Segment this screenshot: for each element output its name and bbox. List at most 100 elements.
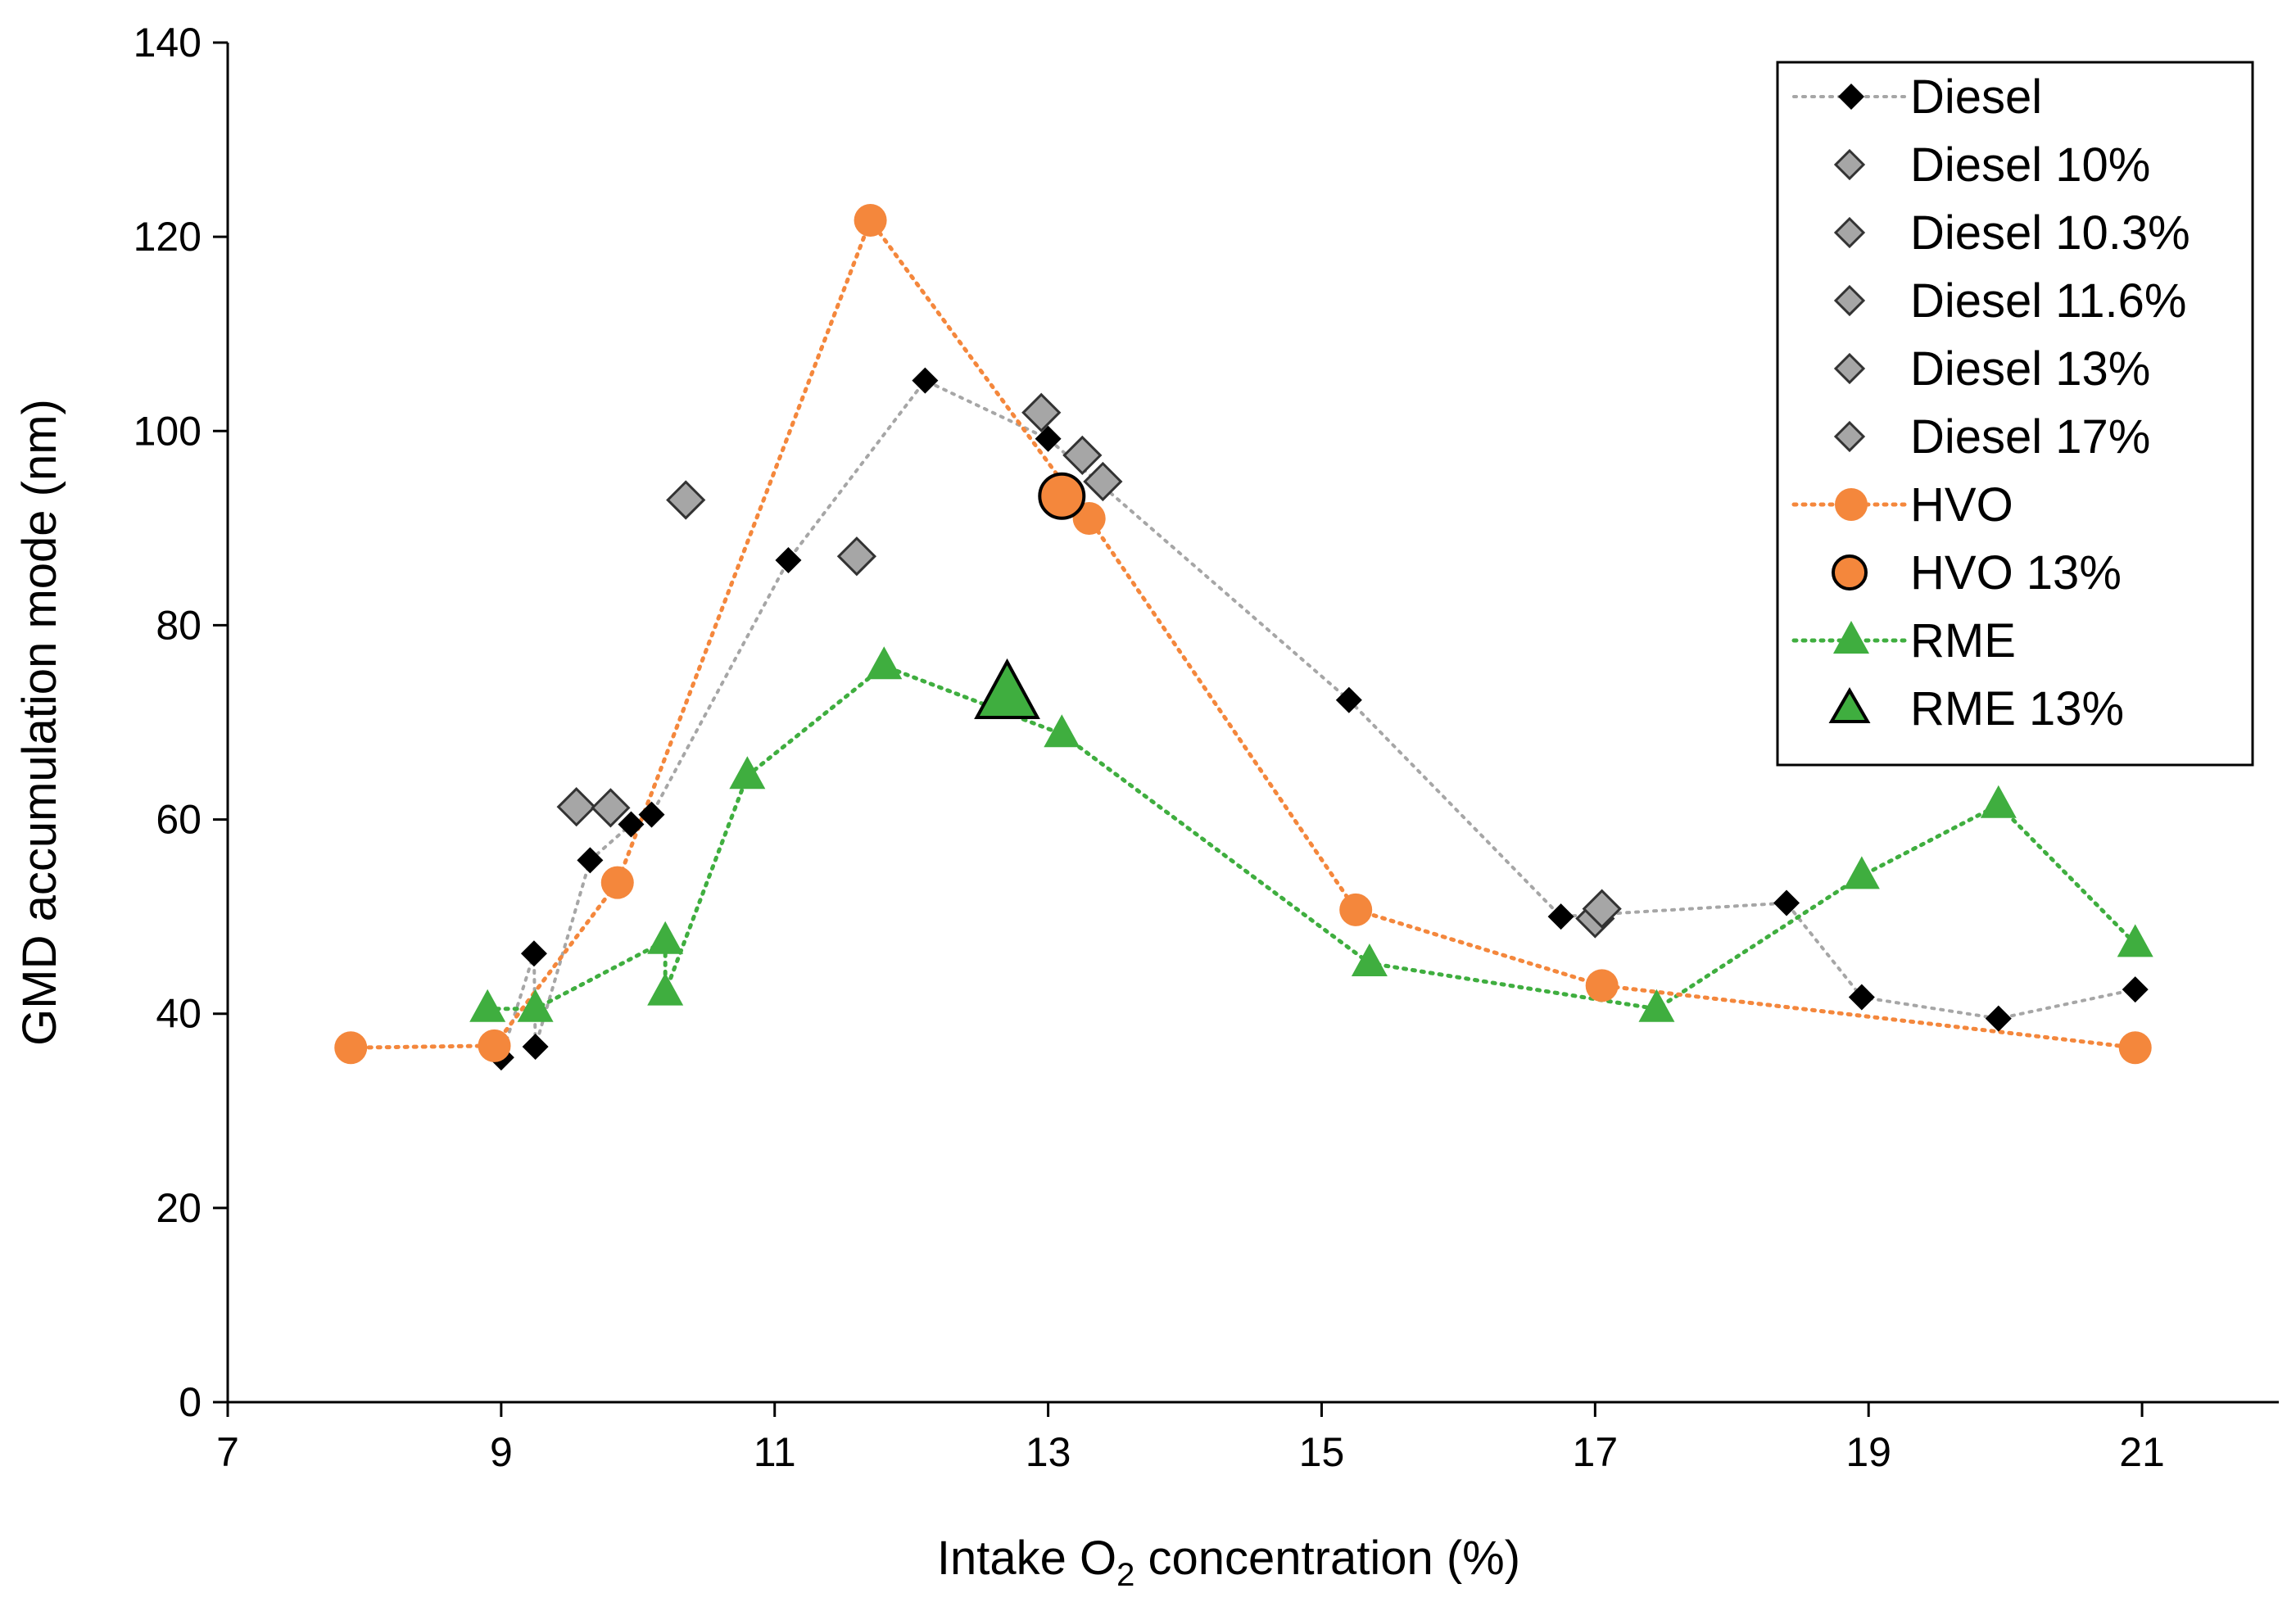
data-point-hvo (600, 866, 634, 899)
y-tick-label: 40 (156, 991, 202, 1037)
x-tick-label: 7 (216, 1429, 239, 1475)
data-point-diesel-11-6pct (836, 536, 877, 577)
y-tick-label: 100 (134, 408, 202, 454)
legend-marker (1828, 687, 1871, 723)
y-tick-label: 80 (156, 602, 202, 648)
legend-marker (1833, 420, 1866, 453)
legend-label: HVO 13% (1910, 546, 2122, 600)
legend-entry-diesel-10-3pct: Diesel 10.3% (1833, 206, 2190, 260)
y-tick-label: 60 (156, 797, 202, 843)
data-point-diesel-13pct (1062, 435, 1103, 476)
data-point-rme (647, 972, 684, 1006)
data-point-diesel-10pct (591, 788, 631, 828)
series-layer (334, 203, 2153, 1071)
legend-entry-diesel-13pct: Diesel 13% (1833, 342, 2150, 396)
legend-marker (1835, 488, 1868, 521)
legend-label: Diesel 17% (1910, 410, 2150, 464)
x-axis-title-prefix: Intake O (937, 1532, 1116, 1585)
data-point-diesel (520, 940, 547, 967)
data-point-diesel (1335, 686, 1362, 713)
series-hvo-13pct (1038, 472, 1086, 520)
data-point-diesel (1848, 984, 1875, 1011)
data-point-diesel (775, 546, 802, 573)
legend-entry-diesel: Diesel (1792, 70, 2042, 124)
y-tick-label: 0 (179, 1379, 202, 1425)
legend-label: Diesel (1910, 70, 2042, 124)
data-point-diesel (2122, 976, 2149, 1003)
legend-entry-rme-13pct: RME 13% (1828, 682, 2124, 735)
legend-label: Diesel 13% (1910, 342, 2150, 396)
x-axis-title-subscript: 2 (1116, 1557, 1134, 1593)
legend-entries: Diesel Diesel 10% Diesel 10.3% Diesel 11.6%… (1791, 70, 2190, 735)
legend-marker (1833, 216, 1866, 249)
data-point-diesel (638, 801, 665, 828)
data-point-hvo (1585, 969, 1619, 1002)
data-point-rme (1980, 785, 2017, 818)
data-point-diesel (1035, 425, 1062, 452)
data-point-hvo (854, 203, 887, 237)
ticks-layer: 0 20 40 60 80 100 120 140 7 9 11 13 15 17 19 21 (134, 20, 2165, 1475)
legend-marker (1833, 148, 1866, 181)
data-point-hvo (2118, 1031, 2152, 1065)
data-point-hvo (334, 1031, 368, 1065)
data-point-rme (729, 756, 766, 790)
legend-label: Diesel 10% (1910, 138, 2150, 192)
x-tick-label: 21 (2119, 1429, 2165, 1475)
data-point-diesel (618, 811, 645, 838)
data-point-hvo (478, 1029, 511, 1062)
y-tick-label: 140 (134, 20, 202, 66)
data-point-rme (517, 989, 554, 1022)
legend: Diesel Diesel 10% Diesel 10.3% Diesel 11.6%… (1776, 61, 2254, 767)
legend-entry-diesel-11-6pct: Diesel 11.6% (1833, 274, 2186, 328)
data-point-rme (1843, 856, 1880, 889)
x-tick-label: 11 (754, 1429, 796, 1475)
series-line-rme (485, 663, 2138, 1011)
series-diesel-10pct (556, 787, 631, 828)
data-point-rme (1351, 944, 1388, 977)
x-tick-label: 15 (1299, 1429, 1345, 1475)
y-tick-label: 20 (156, 1185, 202, 1231)
series-rme-13pct (974, 658, 1040, 719)
x-axis-title-suffix: concentration (%) (1134, 1532, 1520, 1585)
legend-entry-rme: RME (1791, 614, 2016, 668)
y-tick-label: 120 (134, 214, 202, 260)
legend-marker (1832, 554, 1868, 591)
series-diesel-17pct (1575, 889, 1622, 939)
legend-entry-diesel-17pct: Diesel 17% (1833, 410, 2150, 464)
series-rme (469, 646, 2153, 1022)
data-point-diesel-13pct (1083, 461, 1123, 502)
legend-marker (1833, 621, 1869, 654)
data-point-diesel (912, 367, 939, 394)
legend-entry-hvo-13pct: HVO 13% (1832, 546, 2122, 600)
data-point-rme (469, 989, 506, 1022)
x-tick-label: 13 (1026, 1429, 1071, 1475)
data-point-rme (1638, 989, 1675, 1022)
legend-marker (1833, 284, 1866, 317)
data-point-diesel-10-3pct (666, 480, 706, 520)
series-diesel-11-6pct (836, 536, 877, 577)
axes-layer (226, 43, 2279, 1404)
data-point-diesel-10pct (556, 787, 596, 827)
legend-label: Diesel 11.6% (1910, 274, 2186, 328)
data-point-rme (2117, 924, 2153, 957)
legend-marker (1838, 84, 1864, 110)
data-point-hvo (1072, 502, 1106, 535)
data-point-diesel (1547, 903, 1574, 930)
data-point-diesel (1985, 1005, 2012, 1032)
legend-label: RME (1910, 614, 2016, 668)
data-point-diesel-17pct (1582, 889, 1622, 929)
legend-label: Diesel 10.3% (1910, 206, 2190, 260)
data-point-hvo-13pct (1038, 472, 1086, 520)
data-point-diesel (522, 1034, 549, 1061)
series-line-hvo (348, 215, 2138, 1050)
data-point-rme (866, 646, 903, 680)
legend-marker (1833, 352, 1866, 385)
legend-label: RME 13% (1910, 682, 2124, 735)
x-tick-label: 17 (1573, 1429, 1619, 1475)
x-axis-title: Intake O2 concentration (%) (937, 1532, 1520, 1593)
data-point-diesel-13pct (1021, 392, 1062, 432)
legend-label: HVO (1910, 478, 2013, 532)
series-diesel-13pct (1021, 392, 1123, 502)
